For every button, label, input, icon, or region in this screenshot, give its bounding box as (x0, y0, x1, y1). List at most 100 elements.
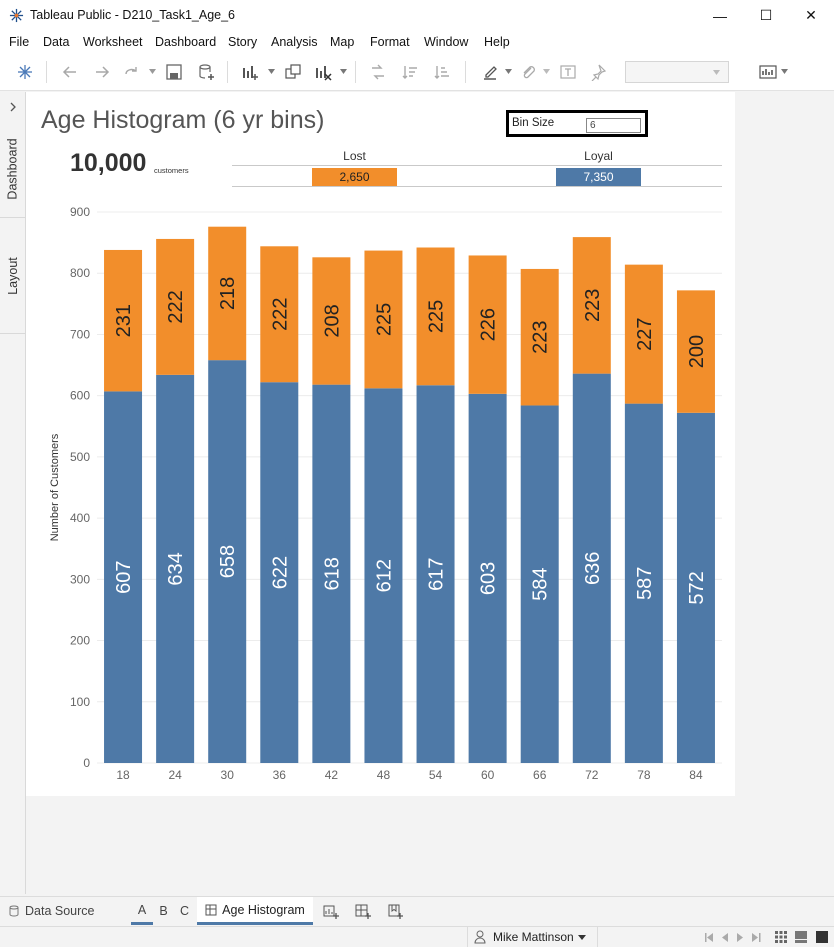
bin-size-input[interactable]: 6 (586, 118, 641, 133)
chevron-down-icon[interactable] (340, 69, 347, 74)
chevron-down-icon[interactable] (781, 69, 788, 74)
tab-layout-pane[interactable]: Layout (0, 218, 26, 334)
show-labels-button[interactable] (558, 62, 578, 82)
menu-data[interactable]: Data (43, 35, 70, 49)
legend-lost-total[interactable]: 2,650 (312, 168, 397, 186)
fix-axes-button[interactable] (588, 62, 608, 82)
sheet-navigation-arrows-icon[interactable] (704, 932, 764, 943)
filmstrip-view-icon[interactable] (795, 931, 807, 943)
sheet-tab-b[interactable]: B (153, 897, 174, 925)
x-tick-label: 54 (429, 768, 443, 782)
y-tick-label: 400 (70, 511, 90, 525)
save-button[interactable] (164, 62, 184, 82)
bar-lost-24 (156, 238, 195, 375)
menu-analysis[interactable]: Analysis (271, 35, 318, 49)
redo-button[interactable] (92, 62, 112, 82)
sheet-tab-label: B (159, 904, 168, 918)
new-data-source-button[interactable] (196, 62, 216, 82)
sheet-tab-a[interactable]: A (131, 897, 153, 925)
minimize-button[interactable]: — (697, 0, 743, 31)
show-me-icon (759, 65, 777, 79)
group-button[interactable] (518, 62, 538, 82)
data-source-tab[interactable]: Data Source (8, 897, 98, 925)
bar-lost-36 (260, 246, 299, 383)
user-name[interactable]: Mike Mattinson (493, 930, 574, 944)
x-tick-label: 24 (168, 768, 182, 782)
side-panel: Dashboard Layout (0, 92, 26, 894)
data-label-lost: 222 (269, 298, 291, 331)
bar-lost-60 (468, 255, 507, 394)
save-icon (166, 64, 182, 80)
new-story-tab-button[interactable] (382, 897, 408, 925)
chevron-down-icon[interactable] (505, 69, 512, 74)
tableau-home-button[interactable] (15, 62, 35, 82)
bar-loyal-54 (416, 385, 455, 763)
bar-loyal-48 (364, 388, 403, 763)
menu-window[interactable]: Window (424, 35, 469, 49)
menu-story[interactable]: Story (228, 35, 258, 49)
data-label-lost: 225 (373, 303, 395, 336)
window-title: Tableau Public - D210_Task1_Age_6 (30, 8, 235, 22)
sheet-tab-age-histogram[interactable]: Age Histogram (197, 897, 313, 925)
legend-lost-header: Lost (343, 149, 366, 163)
data-label-lost: 218 (217, 277, 239, 310)
chevron-right-icon[interactable] (6, 100, 20, 114)
menu-bar: File Data Worksheet Dashboard Story Anal… (0, 31, 834, 53)
toolbar-separator (46, 61, 47, 83)
x-tick-label: 30 (221, 768, 235, 782)
show-me-button[interactable] (758, 62, 778, 82)
menu-format[interactable]: Format (370, 35, 410, 49)
bar-loyal-78 (624, 403, 663, 763)
chevron-down-icon[interactable] (578, 935, 586, 940)
bar-lost-30 (208, 226, 247, 361)
new-worksheet-button[interactable] (240, 62, 260, 82)
replay-button[interactable] (122, 62, 142, 82)
fit-dropdown[interactable] (625, 61, 729, 83)
data-label-loyal: 607 (113, 561, 135, 594)
menu-map[interactable]: Map (330, 35, 355, 49)
menu-help[interactable]: Help (484, 35, 510, 49)
maximize-button[interactable]: ☐ (743, 0, 789, 31)
data-source-tab-label: Data Source (25, 904, 95, 918)
menu-worksheet[interactable]: Worksheet (83, 35, 143, 49)
data-label-loyal: 634 (165, 552, 187, 585)
redo-icon (125, 67, 137, 75)
legend-divider (232, 165, 722, 166)
swap-button[interactable] (368, 62, 388, 82)
x-tick-label: 66 (533, 768, 547, 782)
y-tick-label: 700 (70, 327, 90, 341)
chevron-down-icon[interactable] (543, 69, 550, 74)
bar-loyal-72 (572, 373, 611, 763)
clear-sheet-button[interactable] (313, 62, 333, 82)
active-tab-label: Age Histogram (222, 902, 305, 917)
sheet-tab-c[interactable]: C (174, 897, 195, 925)
dashboard-icon (205, 904, 217, 915)
toolbar-separator (355, 61, 356, 83)
new-story-icon (388, 904, 403, 919)
tab-dashboard-pane[interactable]: Dashboard (0, 120, 26, 218)
undo-button[interactable] (60, 62, 80, 82)
menu-file[interactable]: File (9, 35, 30, 49)
bin-size-parameter[interactable]: Bin Size 6 (506, 110, 648, 137)
y-tick-label: 100 (70, 695, 90, 709)
new-worksheet-tab-button[interactable] (318, 897, 344, 925)
x-tick-label: 48 (377, 768, 391, 782)
grid-view-icon[interactable] (775, 931, 787, 943)
chevron-down-icon[interactable] (149, 69, 156, 74)
new-dashboard-tab-button[interactable] (350, 897, 376, 925)
close-button[interactable]: ✕ (788, 0, 834, 31)
sort-ascending-button[interactable] (400, 62, 420, 82)
tabs-view-icon[interactable] (816, 931, 828, 943)
sort-descending-button[interactable] (432, 62, 452, 82)
highlight-button[interactable] (480, 62, 500, 82)
y-tick-label: 200 (70, 634, 90, 648)
legend-loyal-total[interactable]: 7,350 (556, 168, 641, 186)
bar-lost-54 (416, 247, 455, 386)
x-tick-label: 72 (585, 768, 599, 782)
y-tick-label: 600 (70, 389, 90, 403)
sheet-tab-label: C (179, 904, 190, 918)
chevron-down-icon[interactable] (268, 69, 275, 74)
menu-dashboard[interactable]: Dashboard (155, 35, 217, 49)
forward-arrow-icon (96, 66, 110, 78)
duplicate-sheet-button[interactable] (283, 62, 303, 82)
